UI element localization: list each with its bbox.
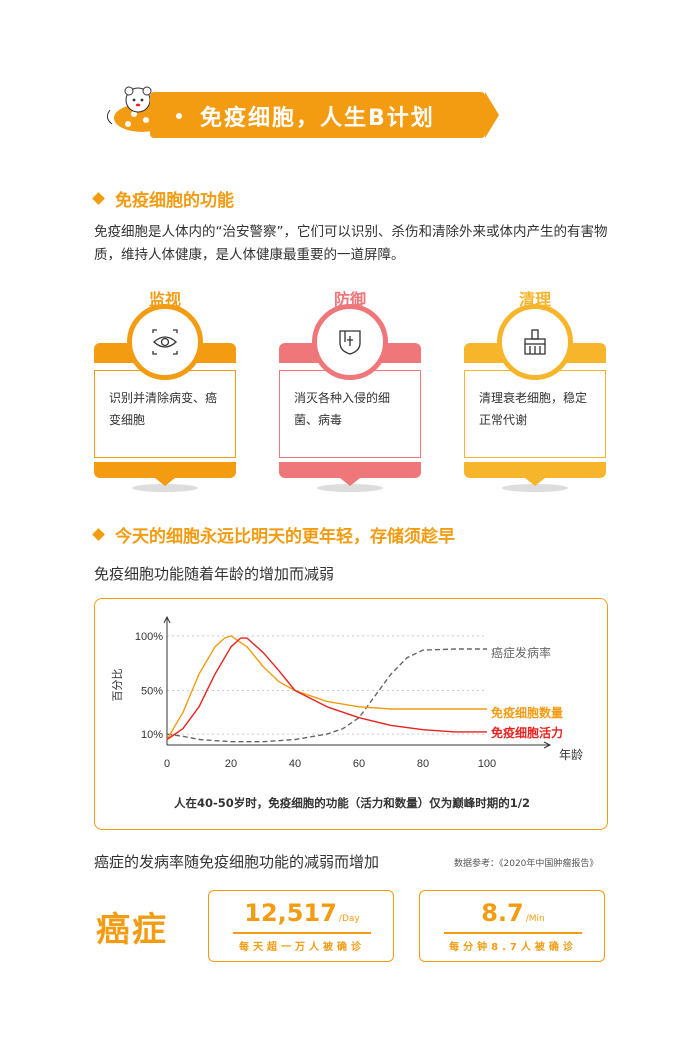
x-tick-label: 100	[478, 758, 496, 770]
card-icon-circle	[127, 304, 203, 380]
card-body: 清理衰老细胞，稳定正常代谢	[464, 370, 606, 458]
section-heading-text: 今天的细胞永远比明天的更年轻，存储须趁早	[115, 527, 455, 547]
stat-divider	[233, 932, 371, 934]
series-label: 癌症发病率	[491, 645, 551, 660]
banner-ribbon	[150, 92, 499, 138]
card-body: 消灭各种入侵的细菌、病毒	[279, 370, 421, 458]
shield-icon	[317, 309, 383, 375]
card-shadow	[502, 484, 568, 492]
intro-paragraph: 免疫细胞是人体内的“治安警察”，它们可以识别、杀伤和清除外来或体内产生的有害物质…	[94, 224, 608, 263]
banner: 免疫细胞，人生B计划	[0, 0, 681, 180]
section-heading-storage: 今天的细胞永远比明天的更年轻，存储须趁早	[92, 522, 455, 547]
x-tick-label: 40	[289, 758, 301, 770]
card-body: 识别并清除病变、癌变细胞	[94, 370, 236, 458]
series-line	[166, 635, 487, 740]
card-tip	[155, 478, 175, 486]
banner-title: 免疫细胞，人生B计划	[200, 106, 435, 131]
y-axis-arrow	[163, 615, 171, 624]
stat-value: 12,517	[244, 899, 337, 927]
banner-dot	[176, 113, 182, 119]
card-shadow	[317, 484, 383, 492]
card-foot-bar	[279, 462, 421, 478]
stat-description: 每天超一万人被确诊	[239, 942, 365, 953]
y-tick-label: 50%	[141, 685, 163, 697]
card-tip	[525, 478, 545, 486]
immune-function-chart: 10% 50% 100% 0 20 40 60 80 100 年龄 百分比 癌症发病率免疫细胞数量免疫…	[111, 615, 583, 770]
diamond-bullet-icon	[92, 192, 105, 205]
chart-subheading: 免疫细胞功能随着年龄的增加而减弱	[94, 565, 335, 583]
eye-icon	[132, 309, 198, 375]
stat-daily: 12,517/Day 每天超一万人被确诊	[208, 890, 394, 962]
stat-unit: /Min	[525, 914, 545, 924]
stat-per-minute: 8.7/Min 每分钟8.7人被确诊	[419, 890, 605, 962]
x-axis-label: 年龄	[559, 748, 583, 762]
card-shadow	[132, 484, 198, 492]
y-tick-label: 10%	[141, 729, 163, 741]
broom-icon	[502, 309, 568, 375]
function-card-defense: 防御 消灭各种入侵的细菌、病毒	[279, 286, 421, 496]
series-line	[166, 637, 487, 741]
function-card-monitor: 监视 识别并清除病变、癌变细胞	[94, 286, 236, 496]
card-foot-bar	[464, 462, 606, 478]
x-tick-label: 80	[417, 758, 429, 770]
stat-value: 8.7	[481, 899, 524, 927]
y-tick-label: 100%	[135, 631, 163, 643]
card-foot-bar	[94, 462, 236, 478]
x-axis-arrow	[543, 741, 552, 749]
stat-divider	[444, 932, 582, 934]
series-label: 免疫细胞活力	[491, 725, 563, 740]
x-tick-label: 0	[164, 758, 170, 770]
card-icon-circle	[312, 304, 388, 380]
series-line	[166, 648, 487, 743]
y-axis-label: 百分比	[111, 669, 124, 702]
stat-number: 8.7/Min	[420, 899, 606, 927]
card-icon-circle	[497, 304, 573, 380]
x-tick-label: 60	[353, 758, 365, 770]
section-heading-functions: 免疫细胞的功能	[92, 186, 234, 211]
cancer-label: 癌症	[96, 910, 168, 950]
function-card-cleanup: 清理 清理衰老细胞，稳定正常代谢	[464, 286, 606, 496]
cancer-statement: 癌症的发病率随免疫细胞功能的减弱而增加	[94, 853, 380, 871]
chart-container: 10% 50% 100% 0 20 40 60 80 100 年龄 百分比 癌症发病率免疫细胞数量 免疫…	[94, 598, 608, 830]
diamond-bullet-icon	[92, 528, 105, 541]
card-tip	[340, 478, 360, 486]
series-label: 免疫细胞数量	[491, 705, 563, 720]
stat-description: 每分钟8.7人被确诊	[449, 942, 577, 953]
stat-unit: /Day	[338, 914, 360, 924]
stat-number: 12,517/Day	[209, 899, 395, 927]
x-tick-label: 20	[225, 758, 237, 770]
section-heading-text: 免疫细胞的功能	[115, 191, 234, 211]
data-source: 数据参考：《2020年中国肿瘤报告》	[454, 859, 599, 869]
chart-caption: 人在40-50岁时，免疫细胞的功能（活力和数量）仅为巅峰时期的1/2	[174, 796, 530, 810]
